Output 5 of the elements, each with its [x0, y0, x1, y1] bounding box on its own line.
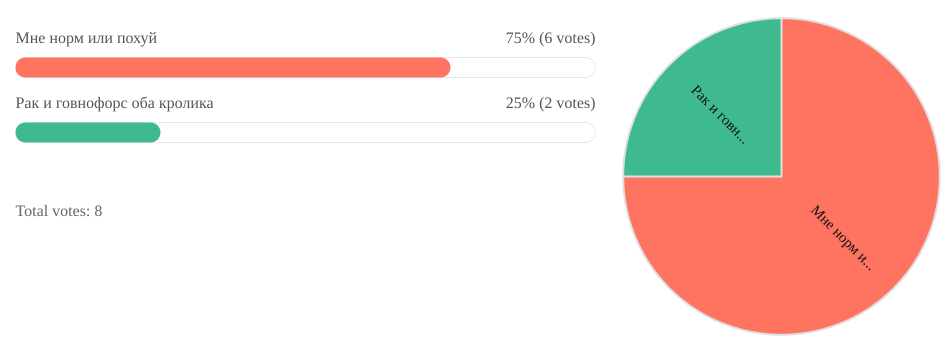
- category-label: Рак и говнофорс оба кролика: [16, 95, 214, 112]
- category-label: Мне норм или похуй: [16, 30, 158, 47]
- data-label: 75% (6 votes): [506, 30, 596, 47]
- data-label: 25% (2 votes): [506, 95, 596, 112]
- text: Total votes: 8: [16, 203, 102, 220]
